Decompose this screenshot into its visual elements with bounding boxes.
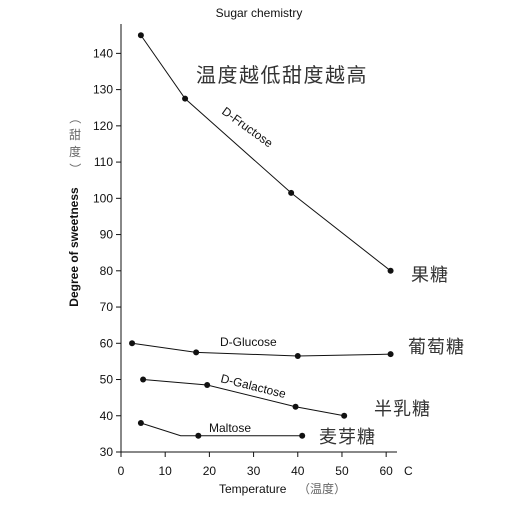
y-tick-label: 100 — [93, 191, 113, 205]
series-line — [131, 342, 391, 357]
y-tick-label: 30 — [100, 445, 114, 459]
x-tick-label: 20 — [203, 464, 217, 478]
x-axis-note: （温度） — [298, 481, 346, 496]
series-label: D-Glucose — [220, 335, 277, 349]
series-d-glucose: D-Glucose 葡萄糖 — [129, 335, 465, 359]
y-tick-label: 40 — [100, 409, 114, 423]
plot-frame — [120, 24, 397, 453]
x-tick-label: 30 — [247, 464, 261, 478]
series-maltose: Maltose 麦芽糖 — [137, 420, 376, 448]
data-point — [292, 403, 299, 410]
x-tick-label: 10 — [159, 464, 173, 478]
y-axis-note: （ 甜度 ） — [68, 112, 82, 175]
data-point — [387, 267, 394, 274]
y-axis-note-char: 甜 — [69, 128, 81, 142]
y-tick-label: 90 — [100, 228, 114, 242]
y-tick-label: 140 — [93, 46, 113, 60]
x-tick-label: 40 — [291, 464, 305, 478]
y-tick-label: 110 — [94, 155, 113, 169]
chart-title: Sugar chemistry — [216, 6, 303, 20]
y-tick-label: 120 — [93, 119, 113, 133]
series-line — [140, 422, 303, 437]
x-axis-title: Temperature （温度） — [219, 481, 346, 496]
x-axis-label: Temperature — [219, 482, 287, 496]
data-point — [195, 432, 202, 439]
series-label: Maltose — [209, 421, 251, 435]
x-tick-label: 50 — [335, 464, 349, 478]
series-label: D-Fructose — [219, 104, 276, 150]
data-point — [294, 352, 301, 359]
series-line — [140, 34, 391, 272]
data-point — [182, 95, 189, 102]
y-tick-label: 80 — [100, 264, 114, 278]
data-point — [299, 432, 306, 439]
y-axis-note-char: （ — [68, 112, 82, 124]
y-axis-note-char: 度 — [69, 144, 81, 159]
series-layer: D-Fructose 果糖 D-Glucose 葡萄糖 D-Galactose半乳糖Ma… — [129, 32, 465, 448]
data-point — [193, 349, 200, 356]
data-point — [341, 412, 348, 419]
data-point — [387, 351, 394, 358]
series-cn-label: 果糖 — [411, 265, 449, 286]
data-point — [140, 376, 147, 383]
y-axis-ticks: 30 40 50 60 70 80 90 100 110 120 130 140 — [93, 46, 121, 459]
y-tick-label: 70 — [100, 300, 114, 314]
y-tick-label: 60 — [100, 336, 114, 350]
x-unit-label: C — [404, 464, 413, 478]
series-cn-label: 葡萄糖 — [408, 337, 465, 358]
x-tick-label: 60 — [379, 464, 393, 478]
y-tick-label: 130 — [93, 83, 113, 97]
series-cn-label: 麦芽糖 — [319, 427, 376, 448]
y-axis-label: Degree of sweetness — [67, 187, 81, 307]
y-axis-note-char: ） — [68, 163, 82, 175]
series-cn-label: 半乳糖 — [374, 399, 431, 420]
data-point — [129, 340, 136, 347]
x-axis-ticks: 0 10 20 30 40 50 60 — [118, 452, 393, 478]
data-point — [137, 420, 144, 427]
y-tick-label: 50 — [100, 373, 114, 387]
annotation-text: 温度越低甜度越高 — [196, 63, 368, 87]
data-point — [137, 32, 144, 39]
series-line — [143, 379, 345, 417]
data-point — [204, 381, 211, 388]
x-tick-label: 0 — [118, 464, 125, 478]
data-point — [288, 189, 295, 196]
